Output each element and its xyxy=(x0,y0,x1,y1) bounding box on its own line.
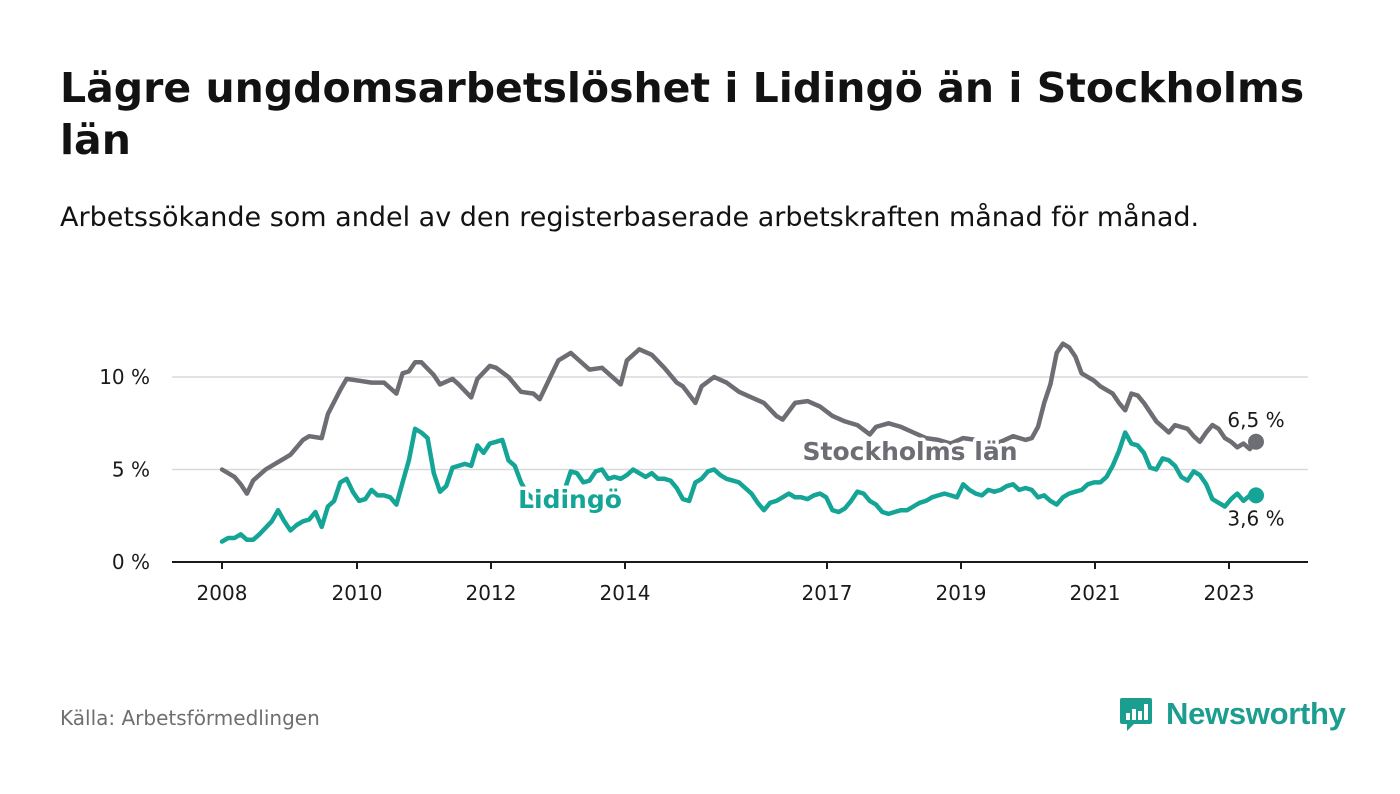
x-tick-label: 2008 xyxy=(197,581,248,605)
x-tick-label: 2012 xyxy=(466,581,517,605)
bar-chart-bubble-icon xyxy=(1120,698,1152,731)
y-tick-label: 10 % xyxy=(99,365,150,389)
lidingo-end-label: 3,6 % xyxy=(1227,506,1284,530)
stockholm-end-label: 6,5 % xyxy=(1227,408,1284,432)
y-tick-label: 5 % xyxy=(112,458,150,482)
y-tick-label: 0 % xyxy=(112,550,150,574)
brand-name: Newsworthy xyxy=(1166,696,1346,731)
lidingo-series-line xyxy=(219,426,1259,544)
x-tick-label: 2010 xyxy=(332,581,383,605)
chart-title: Lägre ungdomsarbetslöshet i Lidingö än i… xyxy=(60,64,1305,164)
lidingo-end-point xyxy=(1248,487,1264,504)
stockholm-series-line xyxy=(219,341,1259,496)
x-tick-label: 2014 xyxy=(600,581,651,605)
x-tick-label: 2017 xyxy=(802,581,853,605)
newsworthy-logo: Newsworthy xyxy=(1118,690,1346,738)
x-tick-label: 2023 xyxy=(1204,581,1255,605)
source-note: Källa: Arbetsförmedlingen xyxy=(60,706,320,730)
stockholm-end-point xyxy=(1248,433,1264,450)
stockholm-series-label: Stockholms län xyxy=(803,437,1018,466)
x-tick-label: 2021 xyxy=(1070,581,1121,605)
lidingo-series-label: Lidingö xyxy=(518,485,622,514)
chart-subtitle: Arbetssökande som andel av den registerb… xyxy=(60,202,1200,233)
x-tick-label: 2019 xyxy=(936,581,987,605)
